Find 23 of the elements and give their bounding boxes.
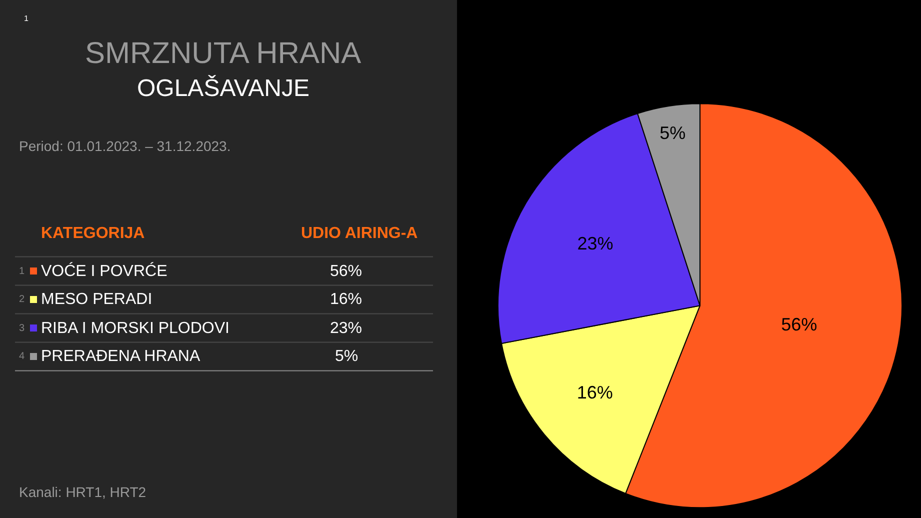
text: Kanali: HRT1, HRT2 xyxy=(19,484,146,500)
legend-label: MESO PERADI xyxy=(41,291,152,308)
text: 4 xyxy=(19,351,25,362)
text: KATEGORIJA xyxy=(41,225,146,242)
text: 56% xyxy=(330,263,362,280)
data-label: 23% xyxy=(577,234,614,254)
text: 23% xyxy=(330,320,362,337)
legend-label: RIBA I MORSKI PLODOVI xyxy=(41,320,230,337)
data-label: 5% xyxy=(660,123,686,144)
text: 2 xyxy=(19,294,25,305)
text: 5% xyxy=(335,348,358,365)
legend-label: VOĆE I POVRĆE xyxy=(41,262,168,280)
legend-label: PRERAĐENA HRANA xyxy=(41,348,200,365)
data-label: 56% xyxy=(781,314,818,335)
chart-subtitle: OGLAŠAVANJE xyxy=(137,75,310,102)
text: Period: 01.01.2023. – 31.12.2023. xyxy=(19,138,231,154)
data-label: 16% xyxy=(576,382,613,403)
text: 1 xyxy=(19,266,25,277)
text: 1 xyxy=(24,14,29,23)
text: UDIO AIRING-A xyxy=(301,225,418,242)
text: 16% xyxy=(330,291,362,308)
chart-title: SMRZNUTA HRANA xyxy=(85,37,362,70)
text: 3 xyxy=(19,323,25,334)
